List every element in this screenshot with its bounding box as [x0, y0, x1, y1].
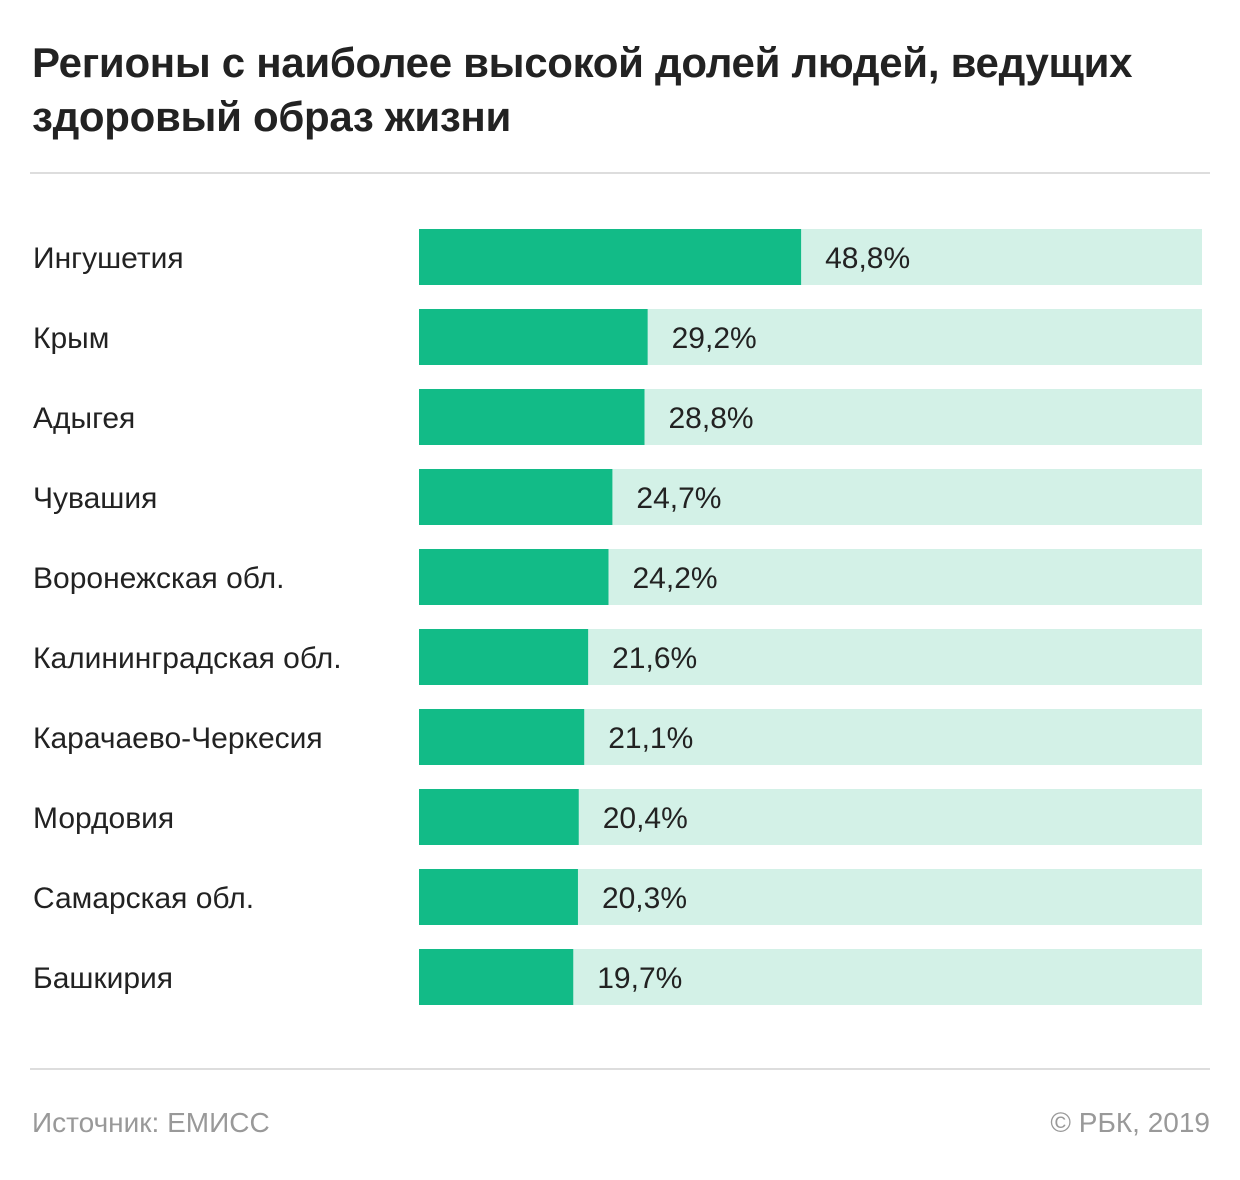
bar [419, 709, 585, 765]
bar-row: Карачаево-Черкесия 21,1% [33, 709, 1202, 765]
bar [419, 869, 578, 925]
bar [419, 229, 802, 285]
bar [419, 789, 579, 845]
bar-row: Воронежская обл. 24,2% [33, 549, 1202, 605]
category-label: Самарская обл. [33, 882, 254, 915]
category-label: Воронежская обл. [33, 562, 284, 595]
category-label: Чувашия [33, 482, 157, 515]
category-label: Мордовия [33, 802, 174, 835]
category-label: Адыгея [33, 402, 135, 435]
bar [419, 629, 589, 685]
chart-title: Регионы с наиболее высокой долей людей, … [32, 39, 1133, 140]
bar [419, 549, 609, 605]
bar-row: Адыгея 28,8% [33, 389, 1202, 445]
category-label: Крым [33, 322, 109, 355]
bottom-divider [30, 1068, 1210, 1070]
value-label: 28,8% [669, 402, 754, 435]
copyright-note: © РБК, 2019 [1050, 1107, 1210, 1138]
value-label: 21,6% [612, 642, 697, 675]
value-label: 24,7% [636, 482, 721, 515]
value-label: 24,2% [632, 562, 717, 595]
bar-row: Башкирия 19,7% [33, 949, 1202, 1005]
bar-row: Мордовия 20,4% [33, 789, 1202, 845]
category-label: Карачаево-Черкесия [33, 722, 323, 755]
category-label: Ингушетия [33, 242, 184, 275]
top-divider [30, 172, 1210, 174]
value-label: 19,7% [597, 962, 682, 995]
value-label: 20,3% [602, 882, 687, 915]
bar [419, 389, 645, 445]
source-note: Источник: ЕМИСС [32, 1107, 270, 1138]
bar-row: Калининградская обл. 21,6% [33, 629, 1202, 685]
category-label: Калининградская обл. [33, 642, 342, 675]
category-label: Башкирия [33, 962, 173, 995]
value-label: 29,2% [672, 322, 757, 355]
value-label: 48,8% [825, 242, 910, 275]
bar [419, 309, 648, 365]
bar-row: Чувашия 24,7% [33, 469, 1202, 525]
bar [419, 949, 574, 1005]
bar-row: Крым 29,2% [33, 309, 1202, 365]
value-label: 21,1% [608, 722, 693, 755]
value-label: 20,4% [603, 802, 688, 835]
bar [419, 469, 613, 525]
bar-row: Самарская обл. 20,3% [33, 869, 1202, 925]
bar-row: Ингушетия 48,8% [33, 229, 1202, 285]
bar-chart: Ингушетия 48,8% Крым 29,2% Адыгея 28,8% Чуваши… [33, 229, 1202, 1005]
